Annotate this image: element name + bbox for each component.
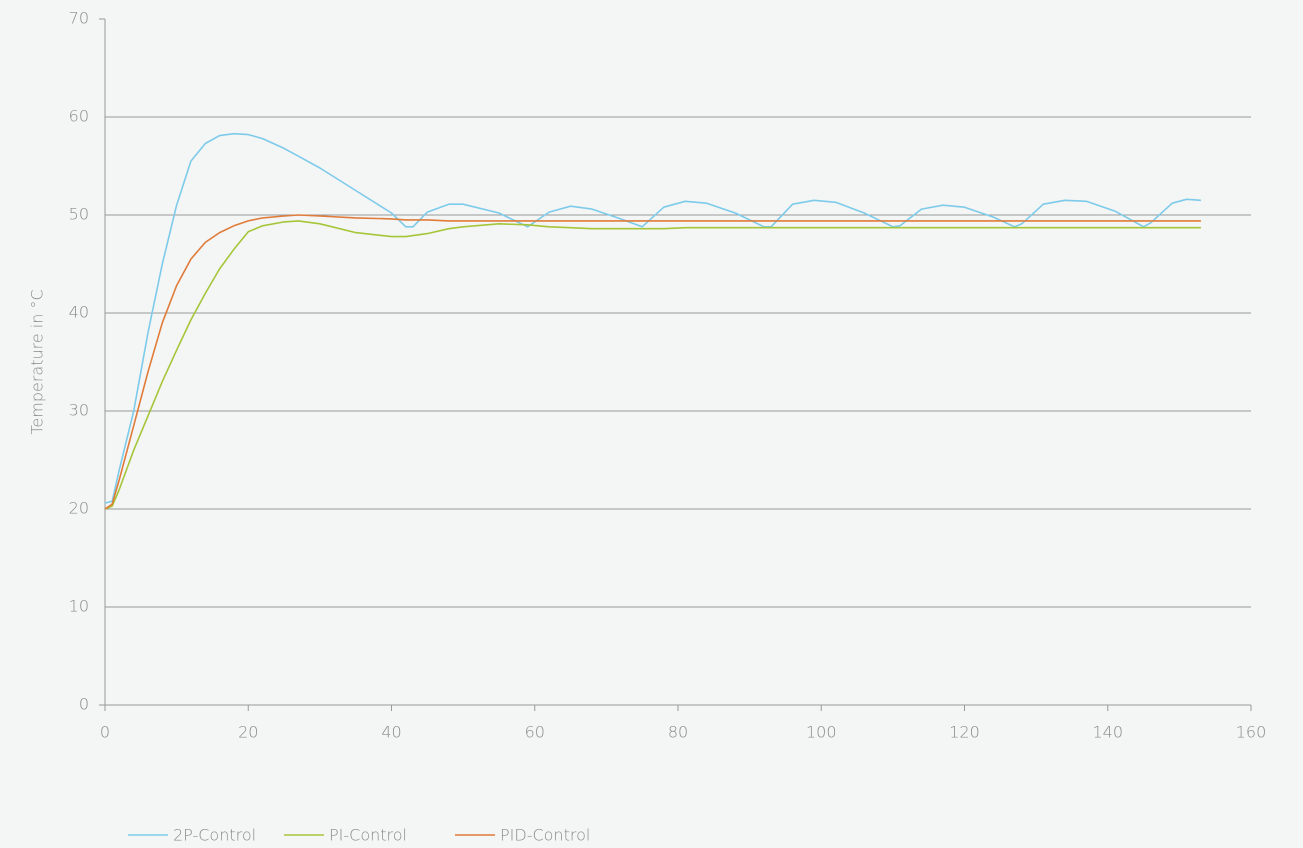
x-tick-label: 0 [100, 723, 110, 742]
y-tick-label: 40 [69, 303, 89, 322]
series-line [104, 220, 1201, 510]
y-tick-label: 10 [69, 597, 89, 616]
y-tick-label: 50 [69, 205, 89, 224]
y-axis-label: Temperature in °C [28, 289, 47, 434]
y-tick-label: 0 [79, 695, 89, 714]
legend-label: PID-Control [500, 826, 590, 845]
series-line [104, 214, 1201, 510]
x-tick-label: 140 [1092, 723, 1123, 742]
series-line [104, 132, 1201, 504]
x-tick-label: 20 [238, 723, 258, 742]
y-tick-label: 60 [69, 107, 89, 126]
y-tick-label: 30 [69, 401, 89, 420]
x-tick-label: 40 [381, 723, 401, 742]
x-tick-label: 80 [668, 723, 688, 742]
x-tick-label: 120 [949, 723, 980, 742]
y-tick-label: 20 [69, 499, 89, 518]
legend-label: 2P-Control [173, 826, 256, 845]
y-tick-label: 70 [69, 9, 89, 28]
legend-label: PI-Control [329, 826, 407, 845]
x-tick-label: 60 [525, 723, 545, 742]
x-tick-label: 160 [1236, 723, 1267, 742]
x-tick-label: 100 [806, 723, 837, 742]
